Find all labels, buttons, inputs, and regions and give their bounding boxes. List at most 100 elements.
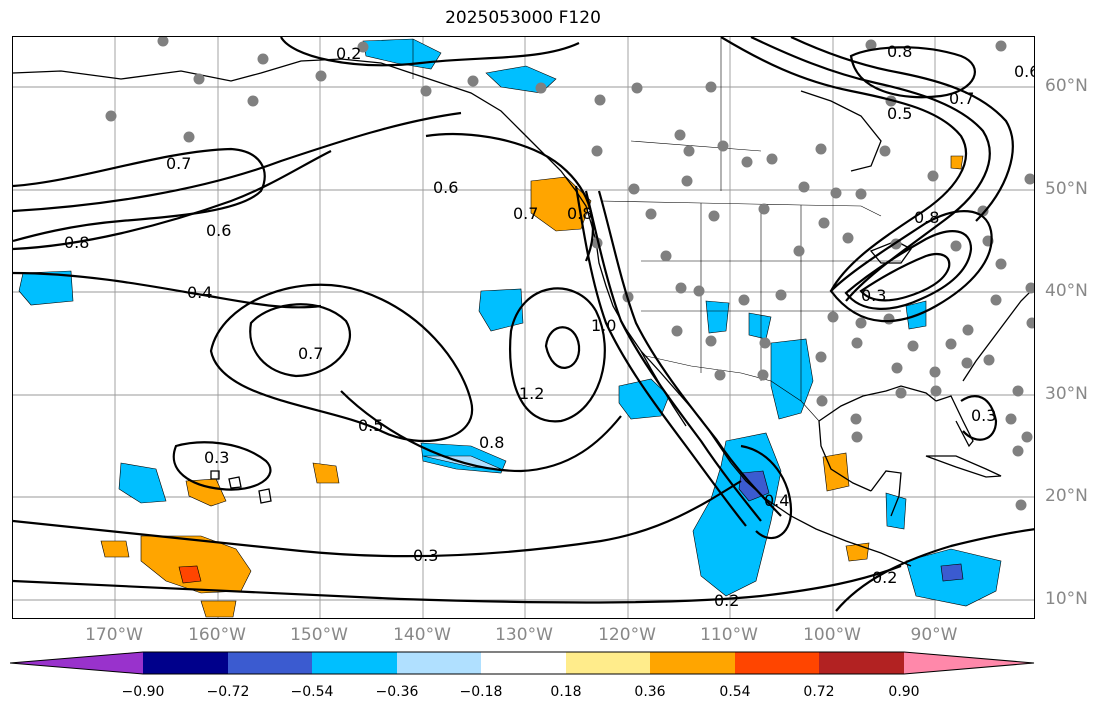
coast-east-us xyxy=(962,287,1034,382)
coast-yucatan xyxy=(870,470,902,517)
contour-label: 0.2 xyxy=(872,568,897,587)
contour-label: 0.2 xyxy=(714,591,739,610)
contour-0.5 xyxy=(209,283,474,443)
contour-0.8-west xyxy=(13,150,332,251)
contour-lows-2 xyxy=(844,230,973,310)
contour-label: 0.6 xyxy=(433,178,458,197)
coast-hudson xyxy=(800,90,882,172)
contour-label: 0.7 xyxy=(949,89,974,108)
lon-label-120w: 120°W xyxy=(598,625,656,645)
colorbar-tick-label: 0.18 xyxy=(550,684,582,700)
contour-label: 0.8 xyxy=(479,433,504,452)
coast-alaska-south xyxy=(13,58,577,192)
shade-pos-cam xyxy=(845,542,870,562)
colorbar-tick-label: 0.90 xyxy=(888,684,920,700)
shade-neg-gulf xyxy=(885,492,907,530)
contour-label: 0.6 xyxy=(1014,62,1035,81)
colorbar xyxy=(10,651,1035,675)
contour-1.2 xyxy=(509,287,606,423)
shade-pos-pac-small xyxy=(312,462,340,484)
contour-label: 0.4 xyxy=(187,283,212,302)
contour-0.2-carib xyxy=(835,528,1034,612)
coast-hawaii-3 xyxy=(210,470,220,480)
contour-0.3-south xyxy=(13,480,742,558)
contour-main-trough-1 xyxy=(584,190,762,522)
contour-label: 1.2 xyxy=(519,384,544,403)
shade-neg-rockies-2 xyxy=(748,312,772,340)
contour-label: 0.4 xyxy=(764,491,789,510)
contour-main-trough-3 xyxy=(574,185,747,527)
colorbar-tick-label: 0.36 xyxy=(634,684,666,700)
shade-pos-strong-hi xyxy=(178,565,202,584)
map-panel: 0.2 0.8 0.6 0.7 0.5 0.7 0.8 0.6 0.4 0.6 … xyxy=(13,37,1035,618)
contour-label: 0.5 xyxy=(887,104,912,123)
contour-0.7-west xyxy=(13,147,266,243)
contour-label: 0.8 xyxy=(64,233,89,252)
map-title: 2025053000 F120 xyxy=(445,8,601,28)
contour-ridge-1 xyxy=(720,37,967,292)
colorbar-tick-label: −0.54 xyxy=(290,684,334,700)
colorbar-tick-label: −0.36 xyxy=(375,684,419,700)
contour-0.6-west xyxy=(13,111,462,213)
lon-label-110w: 110°W xyxy=(700,625,758,645)
contour-label: 1.0 xyxy=(591,316,616,335)
contour-label: 0.8 xyxy=(567,204,592,223)
colorbar-tick-label: 0.72 xyxy=(803,684,835,700)
contour-label: 0.7 xyxy=(298,344,323,363)
lon-label-140w: 140°W xyxy=(393,625,451,645)
lon-label-170w: 170°W xyxy=(85,625,143,645)
contour-0.2-north xyxy=(280,37,580,67)
coast-cuba xyxy=(925,455,1002,478)
contour-0.2-south xyxy=(13,564,902,604)
lat-label-50n: 50°N xyxy=(1045,179,1088,199)
colorbar-segment xyxy=(650,652,735,674)
colorbar-segment xyxy=(397,652,481,674)
lat-label-20n: 20°N xyxy=(1045,486,1088,506)
contour-0.8-ne xyxy=(849,46,976,99)
border-us-canada xyxy=(600,200,882,217)
contour-1.0 xyxy=(544,326,581,369)
lat-label-10n: 10°N xyxy=(1045,589,1088,609)
contour-label: 0.6 xyxy=(206,221,231,240)
lat-label-30n: 30°N xyxy=(1045,384,1088,404)
lat-label-40n: 40°N xyxy=(1045,281,1088,301)
shade-pos-hi-4 xyxy=(200,600,237,618)
coast-hawaii-1 xyxy=(258,488,272,504)
colorbar-outline xyxy=(10,651,1035,675)
colorbar-segment xyxy=(735,652,819,674)
map-frame: 0.2 0.8 0.6 0.7 0.5 0.7 0.8 0.6 0.4 0.6 … xyxy=(12,36,1035,619)
contour-ridge-3 xyxy=(790,37,1014,222)
contour-label: 0.8 xyxy=(914,208,939,227)
contour-label: 0.7 xyxy=(166,154,191,173)
lon-label-130w: 130°W xyxy=(495,625,553,645)
contour-lows-1 xyxy=(829,210,993,323)
colorbar-segment xyxy=(143,652,228,674)
shade-neg-rockies-1 xyxy=(705,300,730,334)
contour-label: 0.3 xyxy=(861,286,886,305)
shade-pos-hi-2 xyxy=(185,478,227,507)
contour-labels: 0.2 0.8 0.6 0.7 0.5 0.7 0.8 0.6 0.4 0.6 … xyxy=(64,42,1035,610)
contour-label: 0.3 xyxy=(413,546,438,565)
contour-0.3-hi xyxy=(172,441,272,491)
coast-hawaii-2 xyxy=(228,476,242,489)
contour-0.3-east xyxy=(960,395,998,441)
coast-gulf-mexico xyxy=(818,385,937,422)
lon-label-160w: 160°W xyxy=(188,625,246,645)
shade-neg-strong-carib xyxy=(940,563,964,582)
contour-label: 0.7 xyxy=(513,204,538,223)
colorbar-segment xyxy=(904,652,1034,674)
shade-neg-pac-1 xyxy=(478,288,524,332)
colorbar-segment xyxy=(481,652,566,674)
colorbar-tick-label: −0.72 xyxy=(206,684,250,700)
colorbar-segment xyxy=(566,652,650,674)
contour-0.8-center xyxy=(340,390,622,473)
lon-label-90w: 90°W xyxy=(910,625,958,645)
lon-label-100w: 100°W xyxy=(803,625,861,645)
gridlines xyxy=(13,37,1034,618)
shade-neg-baja xyxy=(618,378,670,420)
colorbar-tick-label: −0.18 xyxy=(459,684,503,700)
lon-label-150w: 150°W xyxy=(290,625,348,645)
contour-0.4-mexico xyxy=(740,444,793,540)
colorbar-tick-label: 0.54 xyxy=(719,684,751,700)
contour-lines xyxy=(13,37,1034,612)
